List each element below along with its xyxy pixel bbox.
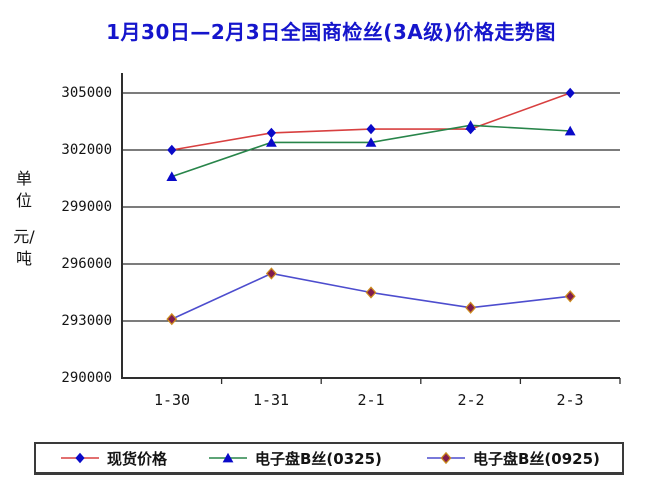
legend-label: 现货价格 xyxy=(107,449,168,468)
y-tick-label: 299000 xyxy=(61,199,112,215)
x-tick-label: 2-1 xyxy=(357,391,385,409)
x-tick-label: 2-2 xyxy=(457,391,485,409)
legend: 现货价格 电子盘B丝(0325) 电子盘B丝(0925) xyxy=(34,442,624,475)
line-diamond-marker-icon xyxy=(61,452,99,464)
line-triangle-marker-icon xyxy=(209,452,247,463)
x-tick-label: 1-30 xyxy=(153,391,191,409)
y-tick-label: 302000 xyxy=(61,142,112,158)
y-tick-label: 290000 xyxy=(61,370,112,386)
y-axis-unit-label-bottom: 元/吨 xyxy=(13,227,35,268)
legend-entry-spot-price: 现货价格 xyxy=(60,444,167,472)
chart-title: 1月30日—2月3日全国商检丝(3A级)价格走势图 xyxy=(106,20,556,44)
legend-entry-b0325: 电子盘B丝(0325) xyxy=(208,444,382,472)
line-diamond-marker-icon xyxy=(427,451,465,465)
x-tick-label: 1-31 xyxy=(252,391,290,409)
legend-label: 电子盘B丝(0325) xyxy=(255,449,382,468)
y-tick-label: 305000 xyxy=(61,85,112,101)
y-tick-label: 293000 xyxy=(61,313,112,329)
x-tick-label: 2-3 xyxy=(556,391,584,409)
legend-label: 电子盘B丝(0925) xyxy=(473,449,600,468)
y-axis-unit-label-top: 单位 xyxy=(15,169,32,210)
y-tick-label: 296000 xyxy=(61,256,112,272)
legend-entry-b0925: 电子盘B丝(0925) xyxy=(426,444,600,472)
